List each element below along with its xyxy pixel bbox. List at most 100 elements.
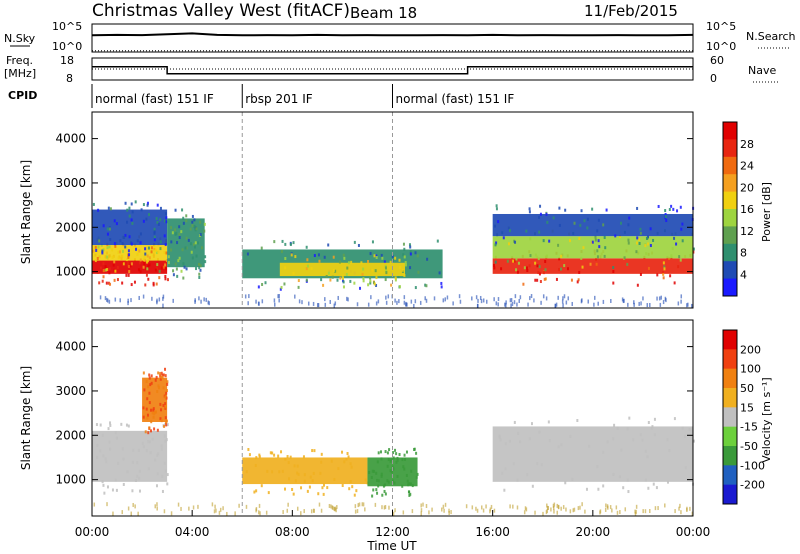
- velocity-speckle: [147, 440, 150, 444]
- power-speckle: [260, 246, 263, 250]
- power-ground-scatter: [545, 296, 548, 301]
- velocity-ground-scatter: [257, 510, 260, 515]
- power-speckle: [176, 241, 179, 245]
- velocity-speckle: [622, 486, 625, 490]
- velocity-ground-scatter: [332, 505, 334, 510]
- velocity-speckle: [115, 436, 118, 440]
- power-speckle: [404, 261, 407, 265]
- velocity-speckle: [142, 445, 145, 449]
- power-speckle: [97, 208, 100, 212]
- power-speckle: [614, 234, 617, 238]
- power-ground-scatter: [278, 298, 280, 303]
- power-speckle: [409, 250, 412, 254]
- velocity-speckle: [303, 473, 306, 477]
- power-speckle: [273, 240, 276, 244]
- power-speckle: [122, 262, 125, 266]
- power-speckle: [384, 266, 387, 270]
- velocity-ground-scatter: [428, 510, 430, 515]
- power-speckle: [127, 255, 130, 259]
- power-speckle: [157, 222, 160, 226]
- velocity-ground-scatter: [476, 508, 479, 513]
- power-ground-scatter: [367, 302, 370, 307]
- power-speckle: [636, 236, 639, 240]
- power-speckle: [534, 253, 537, 257]
- power-speckle: [558, 257, 561, 261]
- power-speckle: [105, 281, 108, 285]
- velocity-speckle: [289, 455, 292, 459]
- power-ground-scatter: [476, 303, 479, 308]
- velocity-speckle: [161, 373, 164, 377]
- velocity-colorbar-tick: 200: [740, 343, 761, 356]
- power-speckle: [313, 254, 316, 258]
- velocity-speckle: [154, 378, 157, 382]
- velocity-speckle: [156, 390, 159, 394]
- power-speckle: [159, 218, 162, 222]
- power-speckle: [525, 229, 528, 233]
- power-speckle: [367, 283, 370, 287]
- power-speckle: [117, 256, 120, 260]
- power-speckle: [537, 257, 540, 261]
- power-region: [492, 213, 693, 237]
- power-speckle: [402, 242, 405, 246]
- velocity-speckle: [403, 467, 406, 471]
- power-ground-scatter: [471, 296, 473, 301]
- velocity-speckle: [104, 457, 107, 461]
- velocity-ground-scatter: [599, 510, 601, 515]
- power-speckle: [182, 262, 185, 266]
- power-colorbar-swatch: [723, 226, 737, 245]
- velocity-ground-scatter: [354, 509, 357, 514]
- velocity-ground-scatter: [509, 504, 511, 509]
- velocity-speckle: [531, 484, 534, 488]
- power-speckle: [507, 242, 510, 246]
- velocity-ground-scatter: [154, 504, 156, 509]
- velocity-ground-scatter: [450, 510, 452, 515]
- power-speckle: [591, 207, 594, 211]
- power-speckle: [349, 279, 352, 283]
- velocity-ground-scatter: [546, 503, 548, 508]
- velocity-speckle: [401, 458, 404, 462]
- velocity-speckle: [576, 419, 579, 423]
- power-speckle: [144, 283, 147, 287]
- velocity-speckle: [396, 474, 399, 478]
- velocity-ground-scatter: [320, 508, 323, 513]
- power-speckle: [289, 243, 292, 247]
- velocity-speckle: [371, 469, 374, 473]
- power-speckle: [189, 242, 192, 246]
- power-speckle: [114, 269, 117, 273]
- power-ground-scatter: [656, 296, 658, 301]
- power-speckle: [371, 240, 374, 244]
- power-speckle: [327, 243, 330, 247]
- velocity-speckle: [165, 419, 168, 423]
- power-speckle: [172, 269, 175, 273]
- power-speckle: [589, 262, 592, 266]
- y-tick-label: 1000: [55, 473, 86, 487]
- power-ground-scatter: [162, 303, 164, 308]
- power-ground-scatter: [312, 301, 315, 306]
- velocity-speckle: [163, 424, 166, 428]
- power-ground-scatter: [505, 300, 507, 305]
- power-speckle: [623, 256, 626, 260]
- power-ground-scatter: [627, 302, 629, 307]
- power-ground-scatter: [394, 298, 396, 303]
- velocity-speckle: [311, 479, 314, 483]
- power-speckle: [100, 243, 103, 247]
- power-speckle: [183, 265, 186, 269]
- velocity-ground-scatter: [516, 505, 519, 510]
- power-speckle: [153, 235, 156, 239]
- y-tick-label: 3000: [55, 384, 86, 398]
- power-speckle: [284, 257, 287, 261]
- power-speckle: [158, 276, 161, 280]
- power-speckle: [98, 281, 101, 285]
- power-speckle: [137, 268, 140, 272]
- power-speckle: [142, 258, 145, 262]
- power-speckle: [180, 269, 183, 273]
- velocity-ground-scatter: [584, 509, 586, 514]
- power-colorbar-swatch: [723, 174, 737, 193]
- power-speckle: [322, 283, 325, 287]
- power-ground-scatter: [680, 294, 683, 299]
- power-speckle: [594, 235, 597, 239]
- velocity-speckle: [372, 488, 375, 492]
- power-ground-scatter: [138, 295, 140, 300]
- power-ground-scatter: [690, 303, 693, 308]
- power-speckle: [176, 274, 179, 278]
